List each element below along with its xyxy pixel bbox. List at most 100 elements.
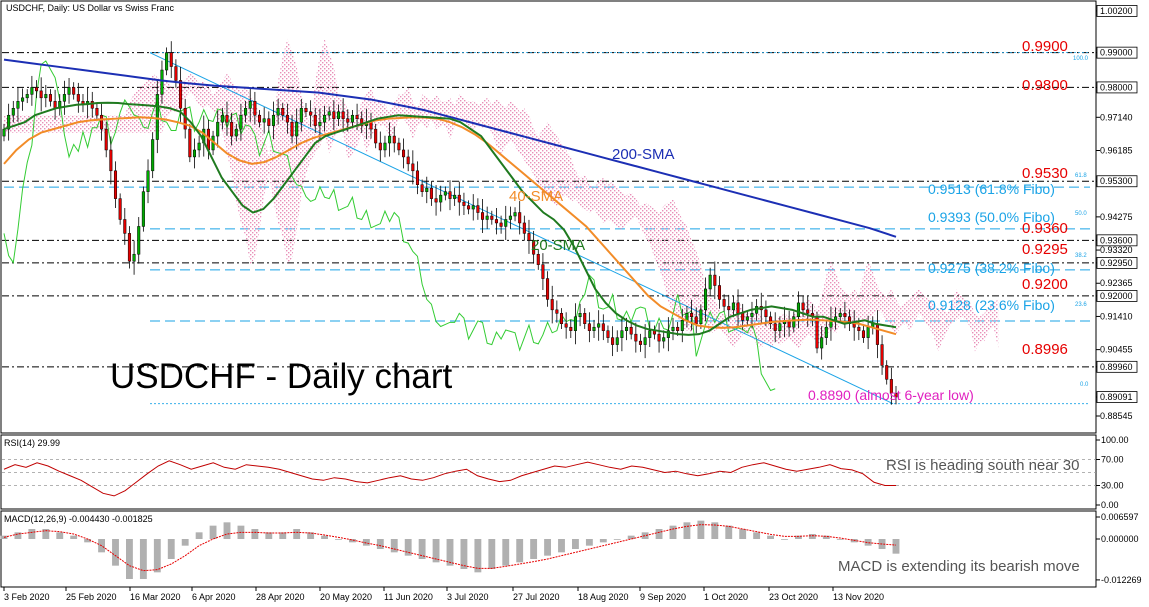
candle-body (546, 278, 550, 300)
candle-body (253, 101, 257, 116)
candle-body (62, 94, 66, 102)
macd-bar (390, 539, 398, 553)
macd-tick-label: -0.012269 (1101, 575, 1142, 585)
macd-bar (585, 539, 593, 546)
candle-body (866, 326, 870, 338)
cloud-area (4, 38, 999, 352)
macd-bar (753, 532, 761, 539)
candle-body (169, 52, 173, 67)
macd-bar (864, 539, 872, 546)
candle-body (611, 337, 615, 345)
candle-body (369, 121, 373, 130)
candle-body (425, 187, 429, 192)
candle-body (532, 240, 536, 255)
level-label-3: 0.9360 (1022, 220, 1068, 237)
macd-bar (126, 539, 133, 579)
candle-body (448, 191, 452, 199)
candle-body (597, 323, 601, 328)
trendline (149, 52, 894, 405)
candle-body (11, 108, 15, 116)
candle-body (699, 309, 703, 324)
candle-body (471, 205, 475, 210)
candle-body (318, 121, 322, 126)
candle-body (118, 198, 122, 220)
macd-bar (544, 539, 551, 556)
candle-body (192, 149, 197, 158)
candle-body (880, 344, 884, 366)
date-tick-label: 23 Oct 2020 (769, 592, 818, 602)
candle-body (141, 191, 145, 227)
date-tick-label: 20 May 2020 (320, 592, 372, 602)
candle-body (824, 326, 828, 338)
candle-body (885, 365, 889, 380)
macd-bar (28, 529, 36, 539)
candle-body (690, 313, 694, 318)
candle-body (648, 330, 652, 338)
macd-signal-line (3, 524, 897, 572)
candle-body (443, 191, 447, 196)
candle-body (638, 340, 643, 345)
macd-indicator: 0.006597 0.000000 -0.012269 (0, 512, 1142, 585)
macd-bar (669, 525, 677, 539)
candle-body (299, 108, 303, 123)
candle-body (527, 233, 531, 241)
macd-bar (432, 539, 440, 563)
candle-body (397, 142, 401, 151)
rsi-tick-label: 70.00 (1101, 455, 1124, 465)
price-tick-label: 0.89960 (1100, 362, 1133, 372)
candle-body (48, 94, 52, 102)
candle-body (332, 111, 336, 119)
rsi-tick-label: 0.00 (1101, 500, 1119, 510)
candle-body (225, 114, 229, 123)
candle-body (25, 94, 29, 99)
candle-body (485, 215, 489, 220)
candle-body (504, 219, 508, 227)
macd-bar (530, 539, 538, 559)
rsi-title: RSI(14) 29.99 (4, 438, 60, 448)
macd-bar (767, 535, 774, 539)
candle-body (820, 337, 824, 349)
macd-bar (627, 535, 635, 539)
candle-body (889, 379, 893, 394)
macd-bar (376, 539, 384, 549)
macd-bar (265, 532, 273, 539)
chikou-line (3, 60, 776, 392)
price-tick-label: 0.94275 (1100, 212, 1133, 222)
candle-body (127, 233, 131, 262)
candle-body (727, 306, 731, 311)
candle-body (508, 215, 512, 220)
candle-body (160, 69, 164, 95)
rsi-tick-label: 30.00 (1101, 481, 1124, 491)
candle-body (806, 309, 810, 314)
candle-body (857, 326, 861, 331)
candle-body (72, 87, 76, 95)
candle-body (745, 316, 749, 321)
candle-body (350, 114, 354, 123)
candle-body (285, 114, 289, 123)
candle-body (244, 108, 248, 116)
candle-body (583, 313, 587, 324)
macd-bar (223, 522, 231, 539)
candle-body (53, 101, 57, 109)
price-tick-label: 0.95300 (1100, 176, 1133, 186)
macd-bar (683, 522, 691, 539)
price-tick-label: 0.99000 (1100, 48, 1133, 58)
price-tick-label: 0.92950 (1100, 258, 1133, 268)
fibo-pct-100: 100.0 (1073, 56, 1089, 62)
watermark-title: USDCHF - Daily chart (110, 357, 453, 396)
fibo-label-500: 0.9393 (50.0% Fibo) (928, 209, 1055, 225)
candle-body (769, 316, 773, 324)
candle-body (764, 309, 768, 318)
macd-bar (418, 539, 426, 559)
macd-annotation: MACD is extending its bearish move (838, 558, 1080, 575)
date-tick-label: 3 Feb 2020 (4, 592, 50, 602)
rsi-indicator: 100.00 70.00 30.00 0.00 (2, 435, 1129, 510)
macd-bar (349, 539, 356, 543)
sma40-label: 40-SMA (509, 188, 563, 205)
candle-body (480, 212, 485, 220)
macd-bar (139, 539, 147, 579)
candle-body (132, 253, 136, 262)
macd-bar (14, 532, 22, 539)
candle-body (234, 128, 238, 137)
candle-body (378, 142, 382, 151)
